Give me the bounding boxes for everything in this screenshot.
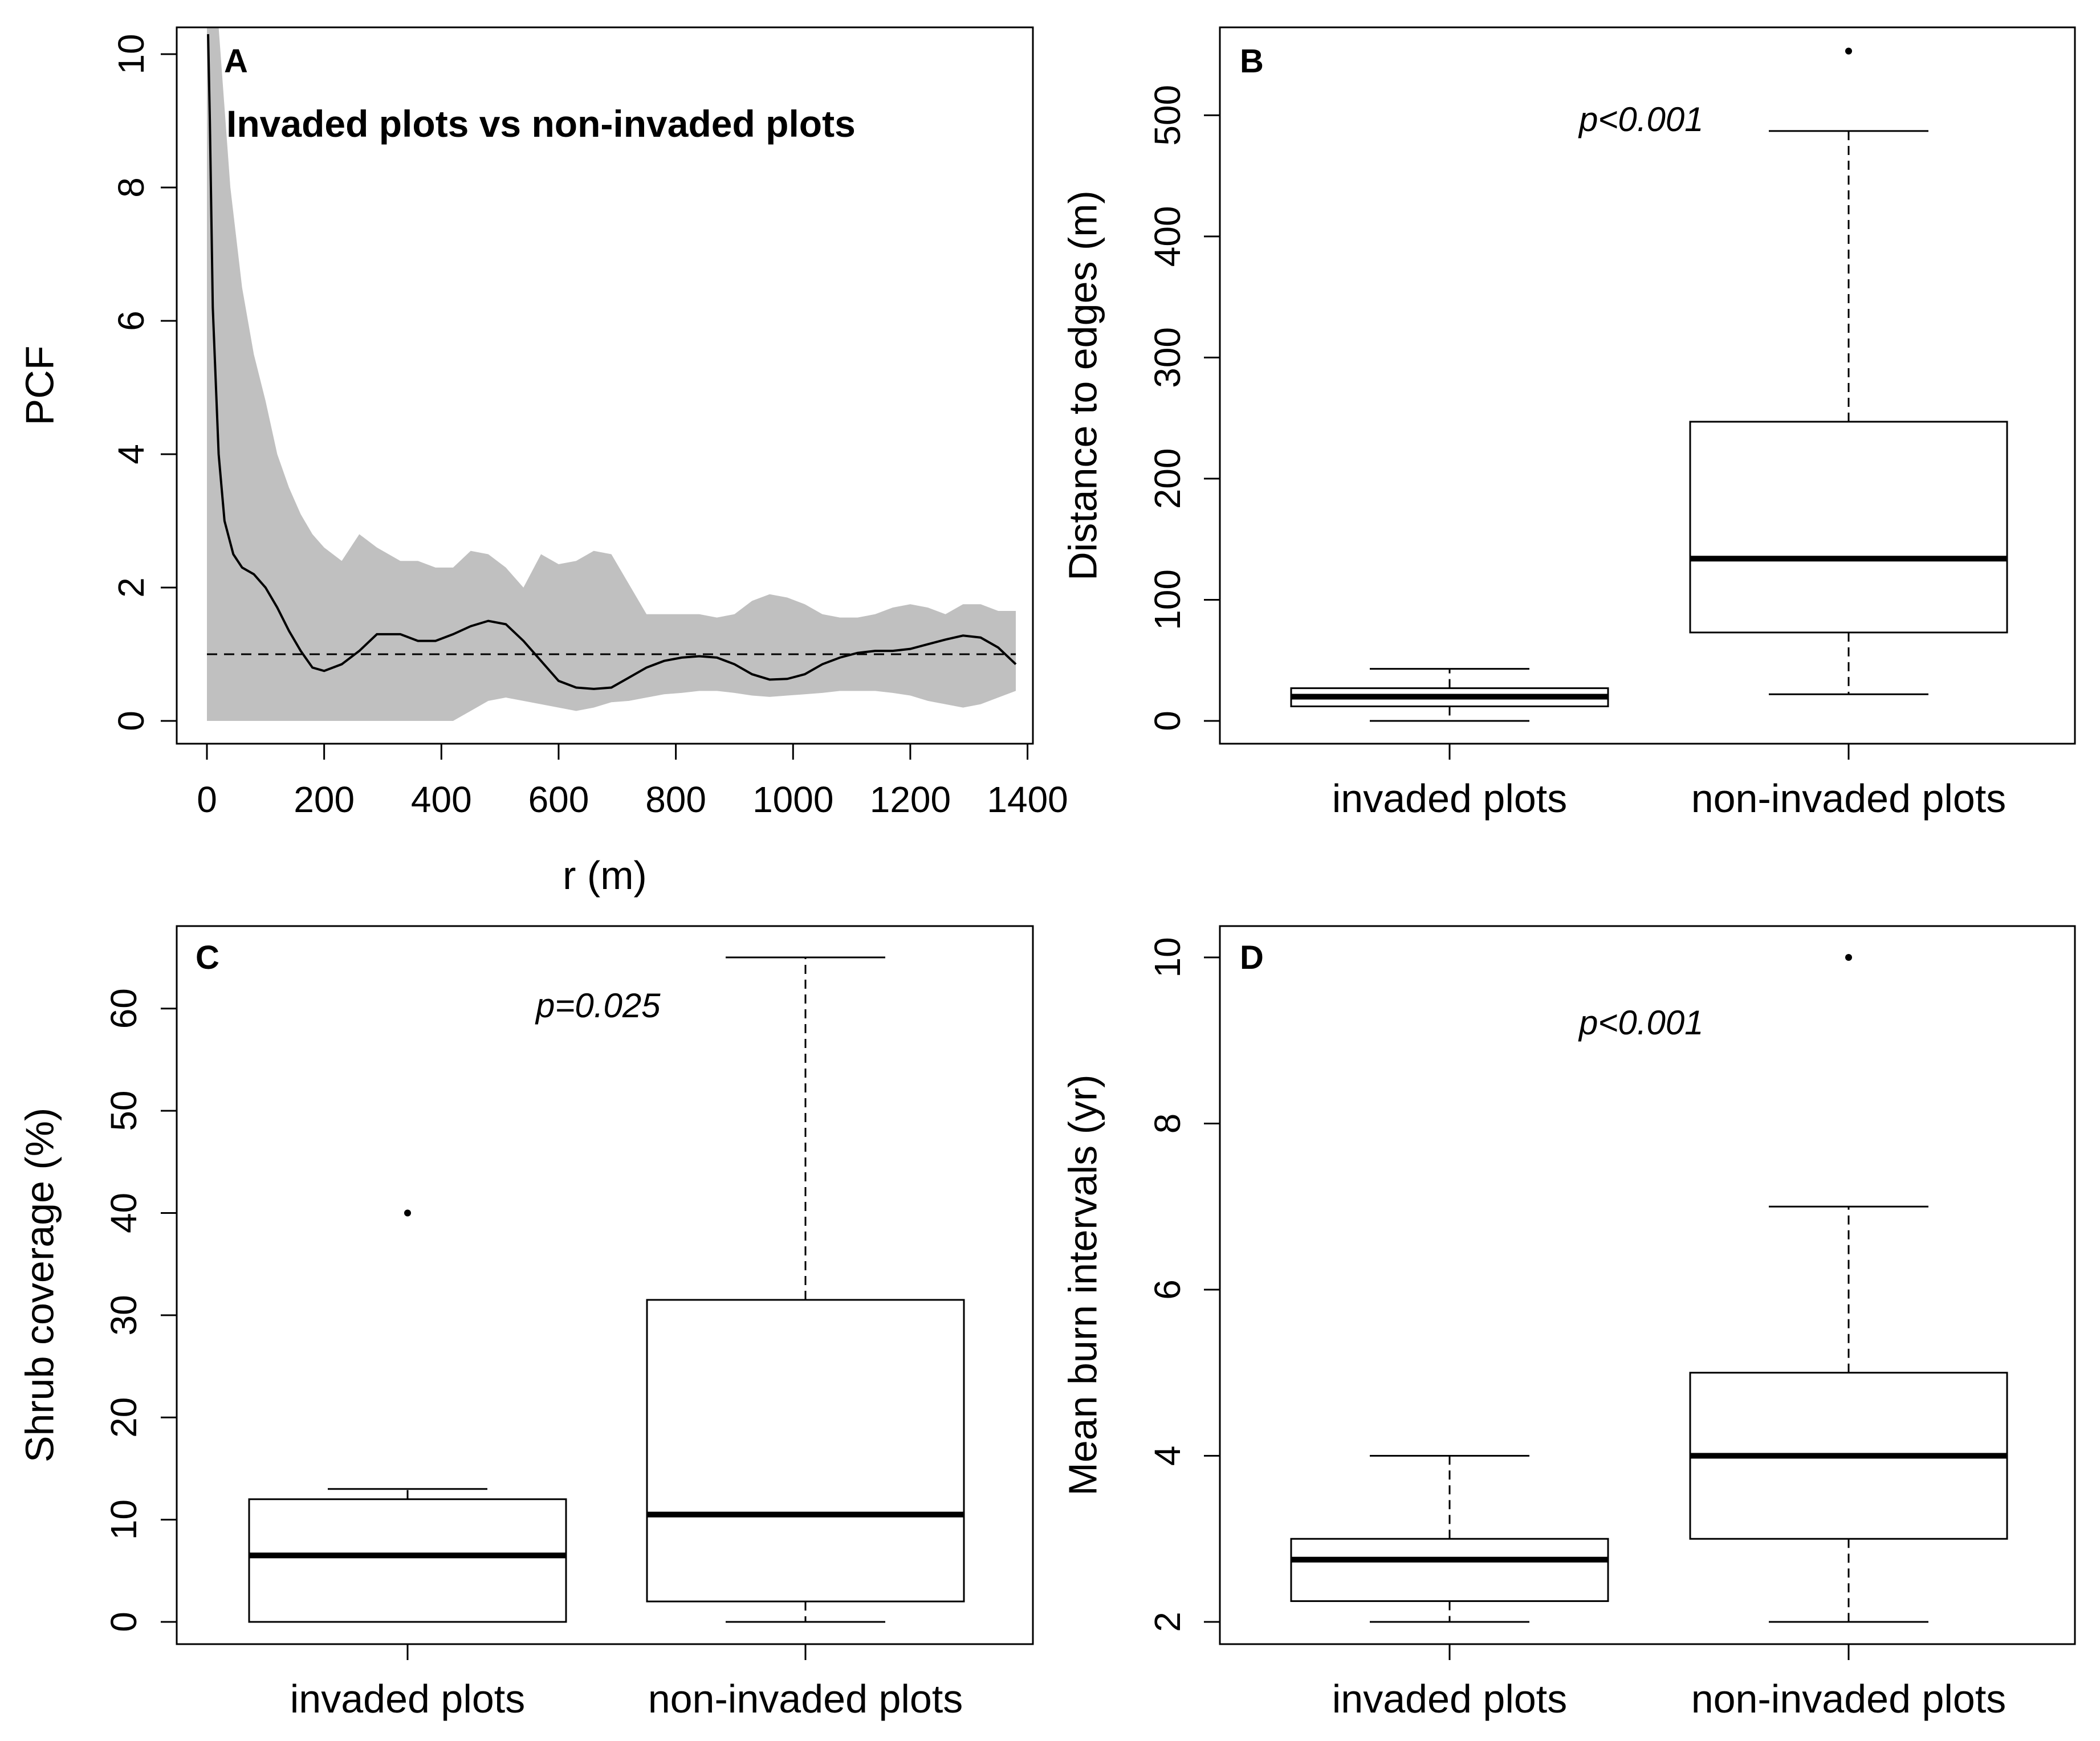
panel-b-p-value: p<0.001 <box>1578 100 1704 138</box>
y-tick-label: 60 <box>103 988 144 1029</box>
panel-b: invaded plots non-invaded plots 0 100 200 300… <box>1060 26 2076 821</box>
y-tick-label: 10 <box>1147 937 1188 977</box>
y-axis-title: Mean burn intervals (yr) <box>1060 1074 1105 1495</box>
y-tick-label: 6 <box>1147 1279 1188 1300</box>
y-axis-title: PCF <box>17 346 62 426</box>
x-tick-label: 1000 <box>752 779 833 820</box>
x-tick-label: 400 <box>411 779 472 820</box>
x-tick-label: 200 <box>294 779 355 820</box>
y-tick-label: 2 <box>1147 1612 1188 1632</box>
panel-c: invaded plots non-invaded plots 0 10 20 30 40 5… <box>17 925 1034 1721</box>
panel-a: 0 200 400 600 800 1000 1200 1400 r (m) 0 2 4 6 8 10 PCF… <box>17 26 1068 898</box>
non-invaded-box <box>1689 421 2008 634</box>
non-invaded-box <box>646 1299 965 1603</box>
x-tick-label: 1400 <box>987 779 1068 820</box>
x-tick-label: 800 <box>645 779 706 820</box>
y-tick-label: 0 <box>103 1612 144 1632</box>
y-tick-label: 4 <box>111 444 152 464</box>
panel-b-letter: B <box>1240 43 1264 80</box>
y-tick-label: 300 <box>1147 327 1188 388</box>
y-tick-label: 200 <box>1147 448 1188 509</box>
panel-a-title: Invaded plots vs non-invaded plots <box>226 103 856 145</box>
y-tick-label: 10 <box>111 34 152 74</box>
x-tick-label: 0 <box>197 779 217 820</box>
x-category-label: invaded plots <box>290 1677 526 1721</box>
panel-d-p-value: p<0.001 <box>1578 1004 1704 1042</box>
y-tick-label: 4 <box>1147 1446 1188 1466</box>
y-tick-label: 100 <box>1147 569 1188 630</box>
y-tick-label: 20 <box>103 1397 144 1438</box>
x-axis-title: r (m) <box>563 853 647 898</box>
y-tick-label: 30 <box>103 1295 144 1335</box>
x-tick-label: 1200 <box>870 779 951 820</box>
panel-c-p-value: p=0.025 <box>535 986 661 1025</box>
x-category-label: non-invaded plots <box>648 1677 963 1721</box>
x-category-label: invaded plots <box>1332 776 1568 821</box>
y-tick-label: 40 <box>103 1193 144 1233</box>
non-invaded-outlier <box>1845 47 1852 55</box>
invaded-outlier <box>404 1209 411 1217</box>
y-tick-label: 2 <box>111 577 152 598</box>
y-tick-label: 400 <box>1147 206 1188 267</box>
y-tick-label: 50 <box>103 1090 144 1131</box>
x-category-label: non-invaded plots <box>1691 1677 2007 1721</box>
confidence-envelope <box>207 27 1016 721</box>
y-tick-label: 0 <box>1147 711 1188 731</box>
invaded-box <box>248 1498 567 1623</box>
pcf-series-line <box>207 34 1017 690</box>
non-invaded-outlier <box>1845 954 1852 961</box>
panel-a-letter: A <box>224 43 248 80</box>
y-tick-label: 0 <box>111 711 152 731</box>
y-tick-label: 8 <box>111 177 152 198</box>
y-axis-title: Shrub coverage (%) <box>17 1108 62 1463</box>
panel-c-letter: C <box>196 939 219 976</box>
x-category-label: non-invaded plots <box>1691 776 2007 821</box>
x-category-label: invaded plots <box>1332 1677 1568 1721</box>
y-tick-label: 8 <box>1147 1114 1188 1134</box>
panel-d-letter: D <box>1240 939 1264 976</box>
y-tick-label: 500 <box>1147 85 1188 146</box>
x-tick-label: 600 <box>528 779 589 820</box>
y-tick-label: 6 <box>111 311 152 331</box>
panel-d: invaded plots non-invaded plots 2 4 6 8 10 Mean… <box>1060 925 2076 1721</box>
y-tick-label: 10 <box>103 1499 144 1540</box>
invaded-box <box>1290 1538 1609 1603</box>
y-axis-title: Distance to edges (m) <box>1060 190 1105 581</box>
